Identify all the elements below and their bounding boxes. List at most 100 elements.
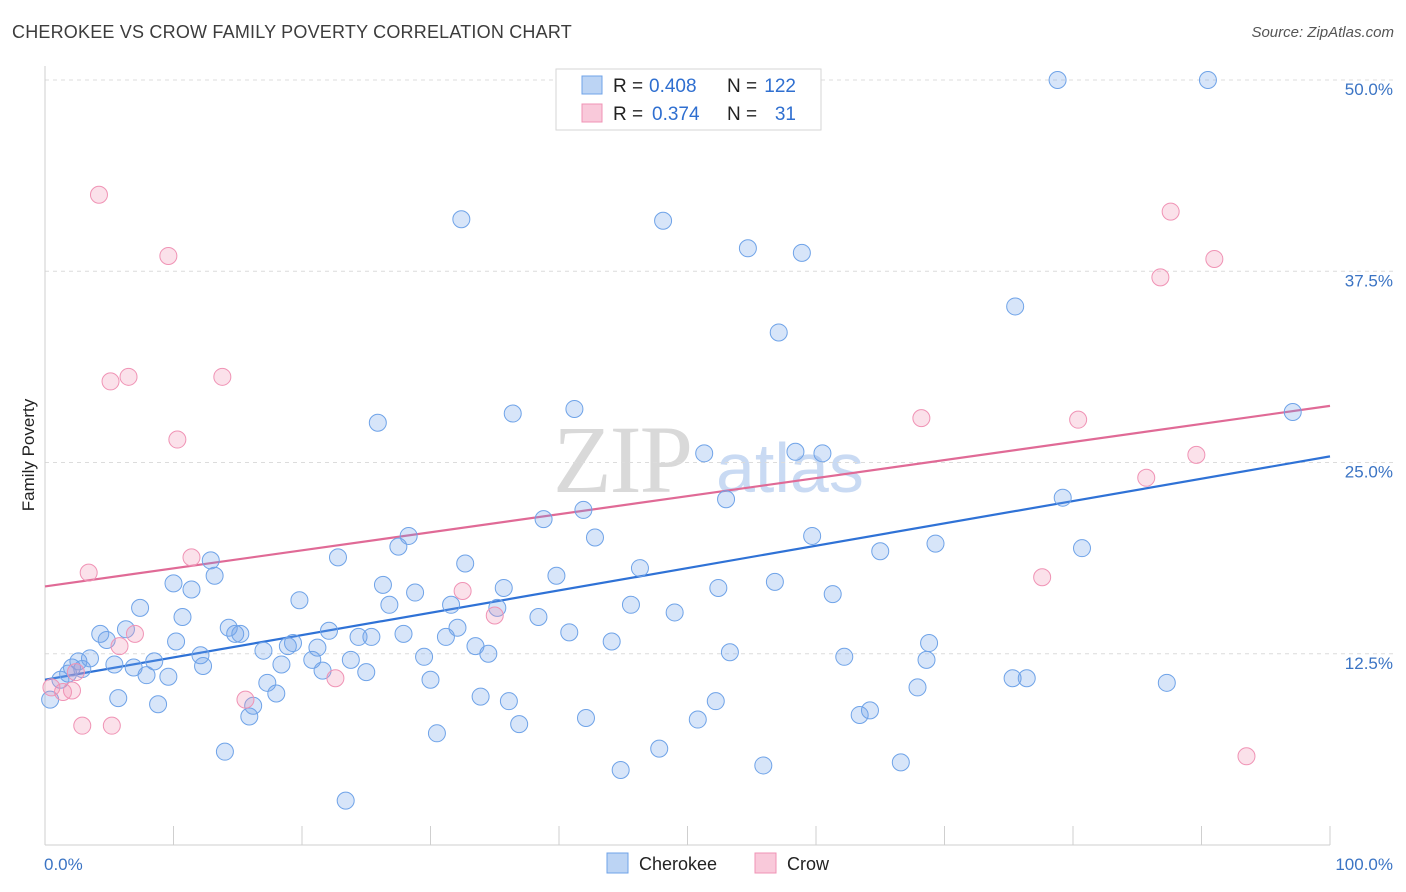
point-crow	[1137, 468, 1156, 487]
point-cherokee	[621, 595, 640, 614]
watermark-atlas: atlas	[716, 429, 864, 507]
point-cherokee	[201, 551, 220, 570]
point-cherokee	[278, 637, 297, 656]
point-crow	[1187, 445, 1206, 464]
point-cherokee	[574, 500, 593, 519]
point-cherokee	[254, 641, 273, 660]
point-crow	[159, 246, 178, 265]
point-cherokee	[860, 701, 879, 720]
point-cherokee	[565, 399, 584, 418]
point-cherokee	[720, 643, 739, 662]
series-legend-label-crow: Crow	[787, 854, 830, 874]
point-cherokee	[308, 638, 327, 657]
point-cherokee	[215, 742, 234, 761]
point-cherokee	[534, 510, 553, 529]
point-cherokee	[341, 650, 360, 669]
point-cherokee	[362, 627, 381, 646]
point-cherokee	[1283, 403, 1302, 422]
series-legend: Cherokee Crow	[606, 852, 830, 874]
point-cherokee	[709, 578, 728, 597]
point-crow	[182, 548, 201, 567]
point-crow	[1069, 410, 1088, 429]
axes: 12.5% 25.0% 37.5% 50.0% 0.0% 100.0%	[44, 66, 1393, 874]
point-crow	[1151, 268, 1170, 287]
point-cherokee	[137, 666, 156, 685]
point-cherokee	[1017, 669, 1036, 688]
point-crow	[168, 430, 187, 449]
point-cherokee	[926, 534, 945, 553]
series-legend-swatch-crow	[754, 852, 777, 874]
legend-n-label-cherokee: N =	[727, 76, 757, 97]
point-cherokee	[427, 724, 446, 743]
chart-title: CHEROKEE VS CROW FAMILY POVERTY CORRELAT…	[12, 22, 572, 42]
point-cherokee	[349, 627, 368, 646]
point-cherokee	[665, 603, 684, 622]
point-cherokee	[149, 695, 168, 714]
point-cherokee	[456, 554, 475, 573]
point-cherokee	[452, 210, 471, 229]
point-cherokee	[267, 684, 286, 703]
point-cherokee	[920, 634, 939, 653]
point-cherokee	[630, 559, 649, 578]
y-tick-label: 37.5%	[1345, 271, 1393, 290]
stats-legend: R = 0.408 N = 122 R = 0.374 N = 31	[555, 68, 822, 131]
point-crow	[125, 624, 144, 643]
point-cherokee	[159, 667, 178, 686]
point-cherokee	[1157, 673, 1176, 692]
point-cherokee	[373, 575, 392, 594]
point-crow	[110, 637, 129, 656]
y-tick-label: 12.5%	[1345, 654, 1393, 673]
point-cherokee	[529, 608, 548, 627]
point-cherokee	[738, 239, 757, 258]
trend-line-cherokee	[44, 455, 1331, 681]
point-cherokee	[1003, 669, 1022, 688]
legend-n-cherokee: 122	[764, 76, 796, 97]
point-cherokee	[442, 595, 461, 614]
point-cherokee	[415, 647, 434, 666]
point-cherokee	[116, 620, 135, 639]
point-cherokee	[182, 580, 201, 599]
point-cherokee	[399, 526, 418, 545]
point-cherokee	[717, 490, 736, 509]
point-crow	[1237, 747, 1256, 766]
y-tick-label: 50.0%	[1345, 80, 1393, 99]
point-cherokee	[167, 632, 186, 651]
point-cherokee	[917, 650, 936, 669]
point-cherokee	[1006, 297, 1025, 316]
legend-swatch-cherokee	[581, 75, 603, 95]
point-crow	[326, 669, 345, 688]
point-cherokee	[164, 574, 183, 593]
point-cherokee	[576, 709, 595, 728]
point-crow	[73, 716, 92, 735]
y-tick-label: 25.0%	[1345, 463, 1393, 482]
point-cherokee	[328, 548, 347, 567]
point-cherokee	[823, 585, 842, 604]
point-cherokee	[650, 739, 669, 758]
x-tick-label-start: 0.0%	[44, 855, 83, 874]
point-cherokee	[357, 663, 376, 682]
point-crow	[485, 606, 504, 625]
y-axis-title: Family Poverty	[19, 398, 38, 511]
x-tick-label-end: 100.0%	[1335, 855, 1393, 874]
point-cherokee	[560, 623, 579, 642]
point-crow	[1161, 202, 1180, 221]
point-cherokee	[394, 624, 413, 643]
source-label: Source: ZipAtlas.com	[1251, 24, 1394, 41]
point-cherokee	[131, 598, 150, 617]
point-cherokee	[695, 444, 714, 463]
point-crow	[101, 372, 120, 391]
point-crow	[62, 681, 81, 700]
point-cherokee	[226, 624, 245, 643]
series-legend-label-cherokee: Cherokee	[639, 854, 717, 874]
point-cherokee	[109, 689, 128, 708]
point-crow	[1033, 568, 1052, 587]
watermark: ZIP atlas	[553, 406, 864, 513]
trend-lines	[44, 404, 1331, 681]
point-cherokee	[754, 756, 773, 775]
point-cherokee	[272, 655, 291, 674]
point-cherokee	[891, 753, 910, 772]
legend-r-cherokee: 0.408	[649, 76, 697, 97]
point-cherokee	[194, 656, 213, 675]
legend-r-label-crow: R =	[613, 104, 643, 125]
point-cherokee	[479, 644, 498, 663]
